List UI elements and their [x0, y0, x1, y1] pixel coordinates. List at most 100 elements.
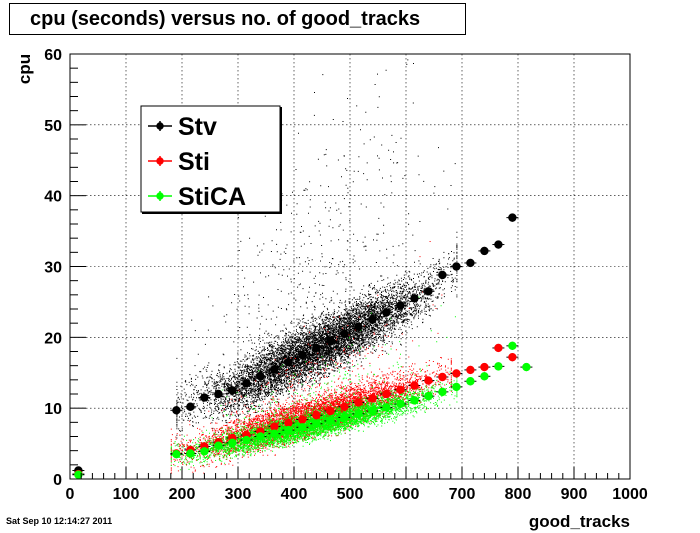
x-tick-label: 0: [66, 486, 75, 503]
data-point: [340, 413, 349, 422]
data-point: [284, 357, 293, 367]
data-point: [466, 258, 475, 268]
data-point: [382, 308, 391, 317]
data-point: [410, 294, 419, 303]
data-point: [438, 270, 447, 280]
y-tick-label: 50: [44, 118, 62, 135]
data-point: [200, 393, 209, 402]
data-point: [452, 262, 461, 271]
series-stica: [72, 341, 533, 479]
x-tick-label: 200: [169, 486, 196, 503]
y-axis-label: cpu: [15, 54, 34, 84]
data-point: [312, 343, 321, 353]
x-tick-label: 1000: [612, 486, 648, 503]
legend-marker: [156, 192, 164, 200]
legend-label: Sti: [178, 148, 210, 176]
data-point: [256, 372, 265, 381]
data-point: [410, 381, 419, 390]
data-point: [298, 415, 307, 424]
data-point: [186, 449, 195, 458]
data-point: [354, 409, 363, 419]
data-point: [368, 406, 377, 416]
data-point: [396, 399, 405, 409]
x-tick-label: 600: [393, 486, 420, 503]
data-point: [298, 423, 307, 432]
data-point: [480, 246, 489, 256]
data-point: [480, 372, 489, 381]
data-point: [382, 389, 391, 399]
data-point: [396, 301, 405, 310]
data-point: [326, 416, 335, 426]
data-point: [298, 350, 307, 360]
data-point: [228, 386, 237, 395]
data-point: [410, 396, 419, 405]
data-point: [424, 376, 433, 385]
data-point: [424, 391, 433, 401]
data-point: [284, 418, 293, 428]
legend-box: [140, 105, 281, 213]
data-point: [242, 379, 251, 388]
data-point: [172, 450, 181, 459]
data-point: [270, 429, 279, 438]
data-point: [354, 322, 363, 331]
data-point: [438, 387, 447, 397]
legend-label: StiCA: [178, 183, 246, 211]
data-point: [494, 362, 503, 371]
data-point: [396, 385, 405, 394]
timestamp: Sat Sep 10 12:14:27 2011: [6, 516, 113, 526]
data-point: [494, 343, 503, 353]
legend: Stv Sti StiCA: [140, 105, 282, 214]
data-point: [368, 315, 377, 324]
data-point: [466, 377, 475, 386]
data-point: [242, 435, 251, 445]
y-tick-label: 40: [44, 189, 62, 206]
x-axis-label: good_tracks: [529, 512, 630, 531]
x-tick-label: 800: [505, 486, 532, 503]
y-tick-label: 60: [44, 47, 62, 64]
x-tick-label: 100: [113, 486, 140, 503]
data-point: [186, 402, 195, 411]
data-point: [452, 369, 461, 378]
x-tick-label: 500: [337, 486, 364, 503]
data-point: [466, 365, 475, 375]
point-cloud-stv: [176, 59, 458, 450]
axes: [69, 53, 631, 480]
x-tick-label: 700: [449, 486, 476, 503]
data-point: [508, 352, 517, 362]
data-point: [340, 329, 349, 338]
data-point: [214, 389, 223, 399]
data-point: [424, 287, 433, 296]
series-stv: [72, 213, 519, 475]
data-point: [326, 406, 335, 416]
data-point: [494, 240, 503, 249]
data-point: [508, 213, 517, 222]
data-point: [228, 438, 237, 448]
data-point: [200, 447, 209, 456]
data-point: [312, 419, 321, 428]
data-point: [256, 432, 265, 441]
legend-shadow: [280, 107, 282, 214]
legend-marker: [156, 122, 164, 130]
data-point: [74, 470, 83, 479]
y-tick-label: 0: [53, 472, 62, 489]
legend-shadow: [142, 212, 281, 214]
data-point: [438, 372, 447, 382]
x-tick-label: 400: [281, 486, 308, 503]
scatter-dots-stv: [176, 59, 458, 450]
y-tick-label: 20: [44, 330, 62, 347]
data-point: [480, 362, 489, 372]
data-point: [354, 398, 363, 407]
x-tick-label: 300: [225, 486, 252, 503]
legend-label: Stv: [178, 113, 217, 141]
data-point: [270, 365, 279, 374]
y-tick-label: 30: [44, 260, 62, 277]
y-tick-label: 10: [44, 401, 62, 418]
data-point: [270, 422, 279, 431]
legend-marker: [156, 157, 164, 165]
x-tick-label: 900: [561, 486, 588, 503]
data-point: [312, 411, 321, 420]
data-point: [522, 362, 531, 372]
data-point: [214, 441, 223, 450]
data-point: [508, 341, 517, 351]
